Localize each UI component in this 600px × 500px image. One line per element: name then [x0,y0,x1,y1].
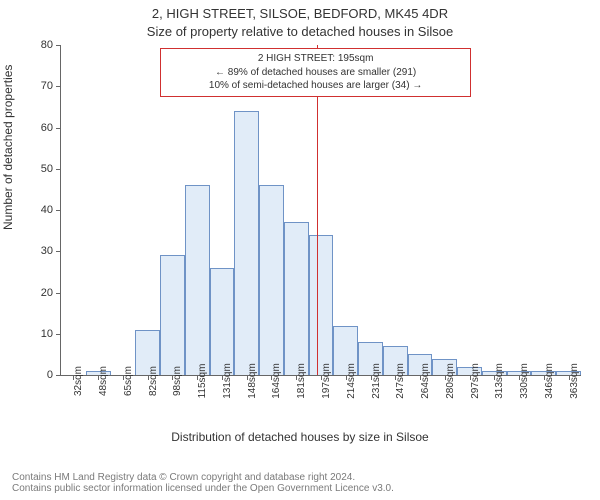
x-tick-label: 346sqm [544,363,555,399]
x-tick-label: 363sqm [569,363,580,399]
y-tick [56,293,61,294]
x-tick-label: 181sqm [296,363,307,399]
x-tick-label: 280sqm [445,363,456,399]
histogram-bar [259,185,284,375]
histogram-bar [309,235,334,375]
annotation-line: 10% of semi-detached houses are larger (… [167,79,464,93]
histogram-bar [160,255,185,375]
y-tick-label: 60 [41,122,53,134]
y-tick-label: 10 [41,328,53,340]
property-size-chart: 2, HIGH STREET, SILSOE, BEDFORD, MK45 4D… [0,0,600,500]
x-tick-label: 98sqm [172,366,183,396]
x-tick-label: 164sqm [271,363,282,399]
y-tick-label: 80 [41,39,53,51]
y-tick [56,334,61,335]
y-tick [56,86,61,87]
y-tick [56,45,61,46]
histogram-bar [284,222,309,375]
y-tick-label: 50 [41,163,53,175]
footer-attribution: Contains HM Land Registry data © Crown c… [12,472,588,494]
x-tick-label: 131sqm [222,363,233,399]
y-tick [56,128,61,129]
x-tick-label: 82sqm [148,366,159,396]
annotation-line: 2 HIGH STREET: 195sqm [167,52,464,66]
chart-subtitle: Size of property relative to detached ho… [0,24,600,39]
y-tick-label: 70 [41,80,53,92]
y-tick [56,375,61,376]
x-axis-label: Distribution of detached houses by size … [0,430,600,444]
footer-line-1: Contains HM Land Registry data © Crown c… [12,472,588,483]
x-tick-label: 297sqm [470,363,481,399]
x-tick-label: 231sqm [371,363,382,399]
x-tick-label: 247sqm [395,363,406,399]
y-tick [56,210,61,211]
y-tick [56,169,61,170]
histogram-bar [234,111,259,375]
y-axis-label: Number of detached properties [1,65,15,230]
plot-area: 0102030405060708032sqm48sqm65sqm82sqm98s… [60,45,581,376]
histogram-bar [185,185,210,375]
x-tick-label: 148sqm [247,363,258,399]
annotation-box: 2 HIGH STREET: 195sqm← 89% of detached h… [160,48,471,97]
x-tick-label: 214sqm [346,363,357,399]
y-tick-label: 40 [41,204,53,216]
x-tick-label: 115sqm [197,364,208,399]
y-tick-label: 20 [41,287,53,299]
x-tick-label: 32sqm [73,366,84,396]
chart-title-address: 2, HIGH STREET, SILSOE, BEDFORD, MK45 4D… [0,6,600,21]
x-tick-label: 330sqm [519,363,530,399]
x-tick-label: 313sqm [494,363,505,399]
x-tick-label: 48sqm [98,366,109,396]
x-tick-label: 264sqm [420,363,431,399]
x-tick-label: 197sqm [321,363,332,399]
y-tick-label: 30 [41,245,53,257]
histogram-bar [210,268,235,375]
annotation-line: ← 89% of detached houses are smaller (29… [167,66,464,80]
y-tick-label: 0 [47,369,53,381]
footer-line-2: Contains public sector information licen… [12,483,588,494]
y-tick [56,251,61,252]
x-tick-label: 65sqm [123,366,134,396]
